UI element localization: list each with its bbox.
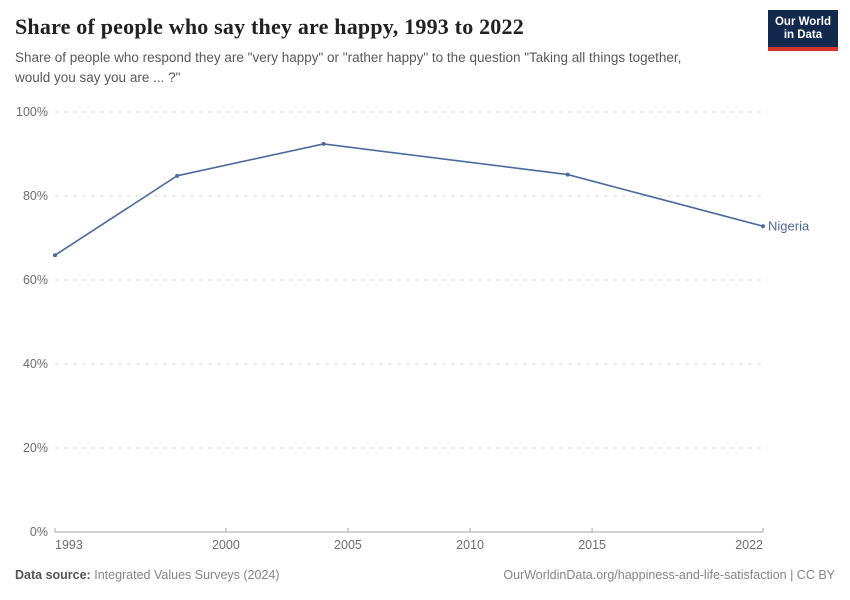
y-axis-tick-label: 20% xyxy=(23,441,48,455)
x-axis-tick-label: 2010 xyxy=(456,538,484,552)
y-axis-tick-label: 80% xyxy=(23,189,48,203)
y-axis-tick-label: 60% xyxy=(23,273,48,287)
x-axis-tick-label: 2000 xyxy=(212,538,240,552)
chart-footer: Data source: Integrated Values Surveys (… xyxy=(15,568,835,582)
footer-link: OurWorldinData.org/happiness-and-life-sa… xyxy=(503,568,835,582)
owid-logo-line1: Our World xyxy=(774,16,831,28)
x-axis-tick-label: 2022 xyxy=(735,538,763,552)
trend-line xyxy=(54,143,764,256)
data-source-value: Integrated Values Surveys (2024) xyxy=(94,568,280,582)
data-source: Data source: Integrated Values Surveys (… xyxy=(15,568,280,582)
entity-label-nigeria: Nigeria xyxy=(768,219,810,234)
x-axis-tick-label: 2005 xyxy=(334,538,362,552)
data-point-marker xyxy=(761,224,765,229)
chart-subtitle: Share of people who respond they are "ve… xyxy=(15,50,682,85)
data-point-marker xyxy=(565,172,570,177)
data-point-marker xyxy=(321,141,326,146)
data-point-marker xyxy=(175,173,180,178)
y-axis-tick-label: 40% xyxy=(23,357,48,371)
x-axis-tick-label: 1993 xyxy=(55,538,83,552)
y-axis-tick-label: 100% xyxy=(16,105,48,119)
x-axis-tick-label: 2015 xyxy=(578,538,606,552)
y-axis-tick-label: 0% xyxy=(30,525,48,539)
page-title: Share of people who say they are happy, … xyxy=(15,14,524,39)
data-point-marker xyxy=(53,253,57,258)
chart-header: Share of people who say they are happy, … xyxy=(15,14,715,88)
owid-logo-line2: in Data xyxy=(783,29,823,41)
data-source-label: Data source: xyxy=(15,568,91,582)
owid-logo: Our World in Data xyxy=(767,10,838,51)
